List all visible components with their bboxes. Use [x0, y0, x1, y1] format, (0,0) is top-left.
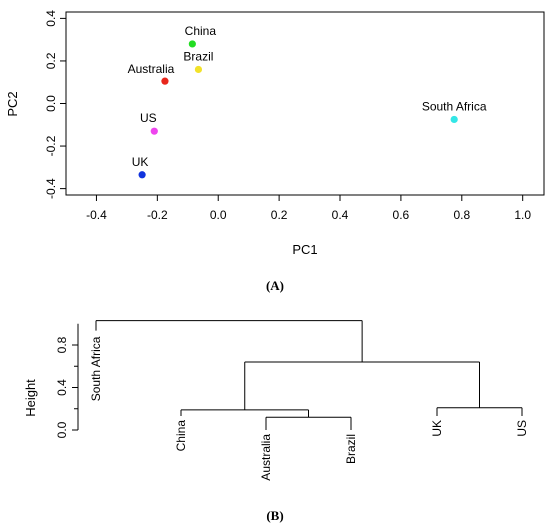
scatter-point	[150, 127, 158, 135]
dendrogram-y-axis-label: Height	[23, 379, 38, 417]
scatter-point-label: US	[140, 111, 157, 125]
dendrogram-leaf-label: South Africa	[89, 336, 103, 401]
dendrogram-leaf-label: US	[515, 420, 529, 437]
scatter-y-tick-label: 0.2	[44, 52, 58, 69]
scatter-points: China Brazil Australia US UK South Africa	[128, 24, 487, 179]
scatter-point-label: Brazil	[183, 49, 213, 63]
scatter-y-axis: -0.4 -0.2 0.0 0.2 0.4	[44, 10, 66, 199]
scatter-y-tick-label: -0.2	[44, 135, 58, 156]
scatter-x-tick-label: 0.0	[210, 208, 227, 222]
scatter-point	[161, 77, 169, 85]
scatter-point	[450, 115, 458, 124]
dendrogram-y-tick-label: 0.4	[55, 379, 69, 396]
scatter-x-axis: -0.4 -0.2 0.0 0.2 0.4 0.6 0.8 1.0	[86, 195, 531, 222]
caption-a: (A)	[266, 278, 284, 293]
dendrogram-y-tick-label: 0.8	[55, 336, 69, 353]
scatter-x-axis-label: PC1	[292, 242, 317, 257]
pca-scatter-panel: -0.4 -0.2 0.0 0.2 0.4 0.6 0.8 1.0 -0.4 -0.2 0.0 0.…	[5, 10, 545, 293]
dendrogram-leaf-label: Australia	[259, 434, 273, 481]
dendrogram-y-axis: 0.0 0.4 0.8	[55, 323, 79, 438]
dendrogram-y-tick-label: 0.0	[55, 421, 69, 438]
scatter-point	[188, 40, 196, 48]
caption-b: (B)	[266, 508, 283, 523]
scatter-point-label: China	[185, 24, 217, 38]
scatter-point-label: Australia	[128, 62, 175, 76]
dendrogram-leaf-label: Brazil	[344, 434, 358, 464]
dendrogram-leaf-label: China	[174, 420, 188, 452]
scatter-x-tick-label: -0.4	[86, 208, 107, 222]
scatter-point	[138, 171, 146, 179]
scatter-point-label: UK	[132, 155, 149, 169]
scatter-x-tick-label: 0.6	[393, 208, 410, 222]
dendrogram-panel: 0.0 0.4 0.8 Height South Africa China Austra…	[23, 320, 529, 523]
dendrogram-leaf-label: UK	[430, 420, 444, 437]
scatter-point	[194, 65, 203, 74]
scatter-y-tick-label: 0.4	[44, 10, 58, 27]
scatter-point-label: South Africa	[422, 99, 487, 113]
scatter-y-axis-label: PC2	[5, 91, 20, 116]
scatter-x-tick-label: 0.8	[453, 208, 470, 222]
scatter-x-tick-label: 1.0	[514, 208, 531, 222]
dendrogram-tree	[95, 320, 523, 430]
scatter-y-tick-label: -0.4	[44, 178, 58, 199]
scatter-x-tick-label: 0.4	[332, 208, 349, 222]
scatter-y-tick-label: 0.0	[44, 95, 58, 112]
scatter-x-tick-label: 0.2	[271, 208, 288, 222]
scatter-x-tick-label: -0.2	[147, 208, 168, 222]
dendrogram-leaf-labels: South Africa China Australia Brazil UK US	[89, 336, 529, 480]
